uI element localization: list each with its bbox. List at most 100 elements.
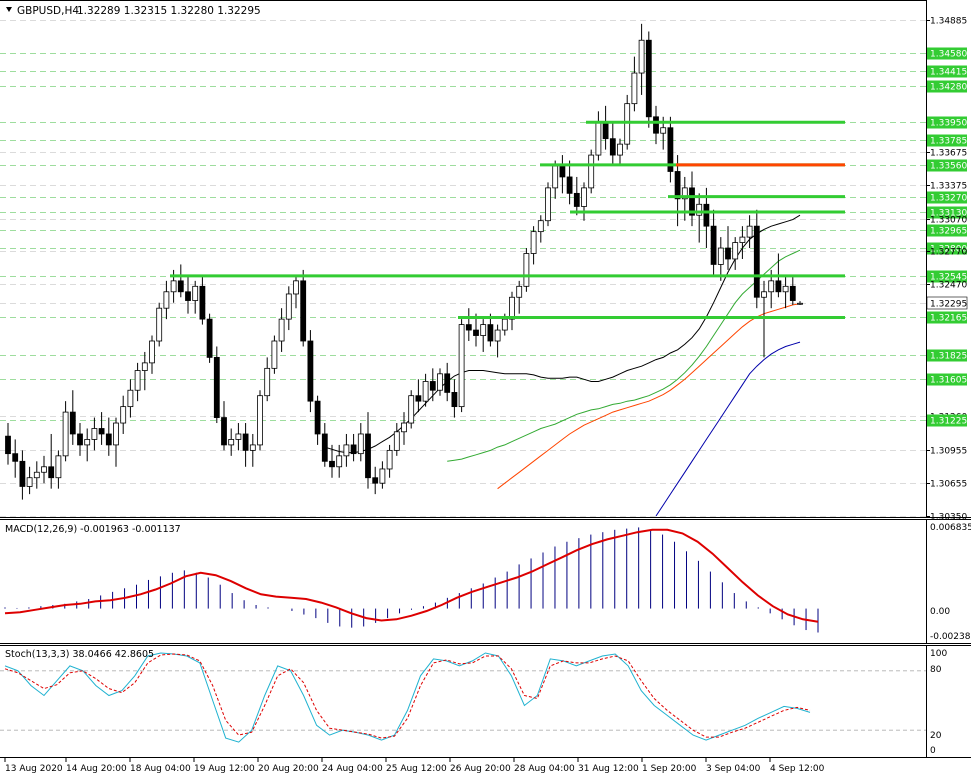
current-price-label: 1.32295 bbox=[930, 300, 967, 310]
candle-bear bbox=[473, 329, 479, 336]
candle-bear bbox=[465, 324, 472, 331]
price-axis-label: 1.30350 bbox=[930, 513, 967, 523]
candle-bear bbox=[213, 357, 220, 418]
candle-bull bbox=[62, 411, 69, 457]
candle-bear bbox=[48, 466, 55, 479]
candle-bear bbox=[307, 340, 314, 402]
macd-signal-line bbox=[4, 528, 819, 623]
candle-bull bbox=[746, 225, 753, 238]
candle-bear bbox=[703, 203, 710, 227]
candle-bear bbox=[206, 318, 213, 358]
price-axis-label: 1.33070 bbox=[930, 216, 967, 226]
candle-bear bbox=[753, 225, 760, 298]
dropdown-triangle-icon[interactable] bbox=[6, 7, 12, 12]
candle-bear bbox=[350, 444, 357, 455]
candle-bull bbox=[134, 370, 141, 391]
candle-bull bbox=[336, 455, 343, 468]
candle-bull bbox=[293, 280, 299, 295]
candle-bear bbox=[221, 417, 227, 446]
candle-bull bbox=[717, 247, 724, 265]
candle-bull bbox=[357, 433, 364, 455]
candle-bull bbox=[120, 406, 127, 424]
price-axis-label: 1.31225 bbox=[930, 417, 967, 427]
stoch-lines bbox=[4, 652, 811, 743]
candle-bull bbox=[141, 362, 148, 371]
price-level-badge bbox=[927, 349, 967, 362]
candle-bear bbox=[177, 280, 184, 293]
candle-bull bbox=[761, 291, 767, 298]
candle-bear bbox=[19, 460, 26, 487]
candle-bull bbox=[228, 439, 235, 446]
price-level-badge bbox=[927, 116, 967, 129]
candle-bull bbox=[458, 324, 465, 408]
candle-bear bbox=[429, 381, 436, 391]
candle-bull bbox=[26, 477, 33, 487]
candle-bull bbox=[91, 428, 98, 440]
macd-axis-zero: 0.00 bbox=[930, 607, 950, 617]
candle-bear bbox=[559, 165, 566, 178]
stochastic-panel[interactable]: Stoch(13,3,3) 38.0466 42.8605 100 80 20 … bbox=[0, 645, 971, 758]
current-price-box bbox=[926, 296, 968, 310]
candle-bull bbox=[681, 187, 688, 200]
price-axis-label: 1.33950 bbox=[930, 119, 967, 129]
candle-bear bbox=[667, 127, 674, 172]
price-axis-label: 1.33785 bbox=[930, 137, 967, 147]
candle-bear bbox=[5, 435, 11, 455]
candle-bull bbox=[257, 395, 263, 446]
candle-bull bbox=[192, 285, 199, 301]
candle-bear bbox=[451, 392, 458, 408]
price-axis-label: 1.32965 bbox=[930, 227, 967, 237]
candle-bull bbox=[660, 127, 667, 134]
ohlc-values: 1.32289 1.32315 1.32280 1.32295 bbox=[77, 5, 261, 17]
time-axis-label: 20 Aug 20:00 bbox=[258, 764, 319, 774]
price-level-badge bbox=[927, 311, 967, 324]
price-axis-label: 1.33675 bbox=[930, 149, 967, 159]
time-axis-label: 4 Sep 12:00 bbox=[770, 764, 825, 774]
candle-bear bbox=[602, 121, 609, 140]
macd-panel[interactable]: MACD(12,26,9) -0.001963 -0.001137 0.0068… bbox=[0, 519, 971, 644]
time-axis-label: 14 Aug 20:00 bbox=[66, 764, 127, 774]
candle-bear bbox=[105, 433, 112, 446]
symbol-timeframe: GBPUSD,H4 bbox=[17, 5, 79, 17]
candle-bear bbox=[653, 116, 659, 134]
candle-bear bbox=[609, 138, 616, 156]
stoch-label: Stoch(13,3,3) 38.0466 42.8605 bbox=[5, 649, 154, 660]
price-axis-label: 1.30655 bbox=[930, 480, 967, 490]
candle-bull bbox=[249, 444, 256, 451]
candle-bull bbox=[530, 231, 537, 254]
main-price-panel[interactable]: 1.34885 1.34580 1.34415 1.34280 1.33950 1.337… bbox=[0, 0, 971, 523]
candle-bull bbox=[537, 220, 544, 233]
ma_green-line bbox=[447, 249, 801, 462]
candle-bull bbox=[41, 466, 47, 473]
price-level-badge bbox=[927, 224, 967, 237]
price-level-badge bbox=[927, 270, 967, 283]
price-axis-label: 1.33130 bbox=[930, 209, 967, 219]
candle-bull bbox=[782, 285, 789, 293]
stoch-axis-80: 80 bbox=[930, 665, 942, 675]
price-axis-label: 1.32770 bbox=[930, 248, 967, 258]
candle-bull bbox=[33, 471, 40, 479]
support-resistance-levels[interactable] bbox=[170, 120, 845, 319]
candle-bear bbox=[372, 477, 379, 484]
price-axis-label: 1.32470 bbox=[930, 281, 967, 291]
stoch-main-line bbox=[4, 652, 811, 743]
stoch-signal-line bbox=[4, 653, 811, 739]
price-axis-label: 1.34280 bbox=[930, 83, 967, 93]
time-axis-label: 13 Aug 2020 bbox=[5, 764, 63, 774]
time-axis-label: 18 Aug 04:00 bbox=[130, 764, 191, 774]
price-level-badge bbox=[927, 65, 967, 78]
candle-bull bbox=[401, 422, 407, 433]
price-axis-label: 1.34580 bbox=[930, 50, 967, 60]
candle-bear bbox=[710, 225, 717, 265]
time-axis: 13 Aug 2020 14 Aug 20:00 18 Aug 04:00 19 Au… bbox=[4, 758, 825, 774]
candle-bull bbox=[343, 444, 350, 457]
candle-bull bbox=[545, 187, 551, 222]
price-axis-label: 1.30955 bbox=[930, 447, 967, 457]
candle-bear bbox=[329, 460, 335, 468]
candle-bear bbox=[487, 324, 494, 342]
candle-bull bbox=[163, 291, 170, 309]
price-level-badge bbox=[927, 373, 967, 386]
time-axis-label: 25 Aug 12:00 bbox=[386, 764, 447, 774]
candle-bear bbox=[321, 433, 328, 462]
